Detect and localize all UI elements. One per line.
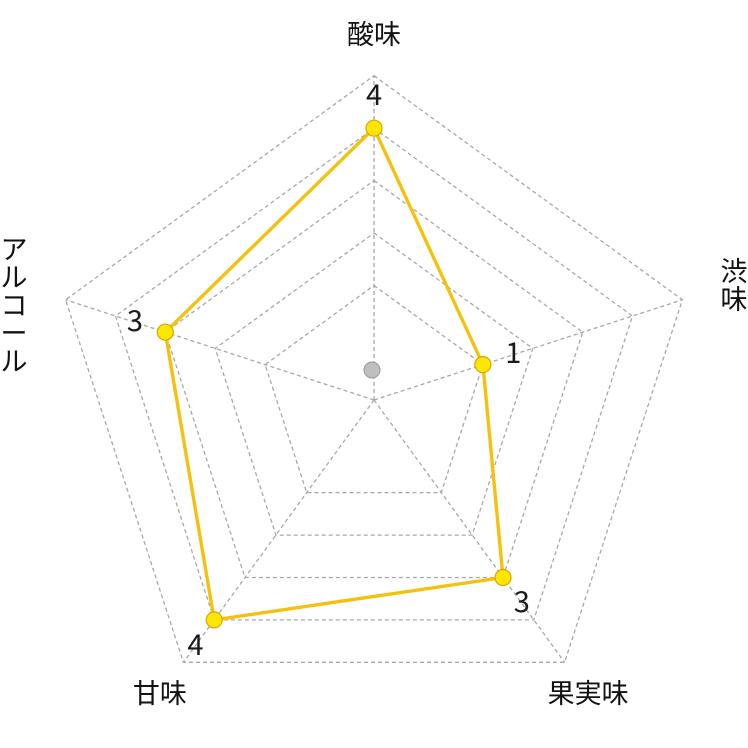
svg-text:3: 3 <box>127 298 143 340</box>
svg-text:4: 4 <box>366 72 382 114</box>
svg-text:甘味: 甘味 <box>133 672 187 711</box>
svg-text:1: 1 <box>505 330 521 372</box>
svg-text:ル: ル <box>1 340 28 379</box>
svg-text:味: 味 <box>721 278 748 317</box>
svg-text:酸味: 酸味 <box>347 13 401 52</box>
svg-text:果実味: 果実味 <box>548 672 629 711</box>
svg-text:3: 3 <box>514 579 530 621</box>
svg-text:4: 4 <box>187 622 203 664</box>
